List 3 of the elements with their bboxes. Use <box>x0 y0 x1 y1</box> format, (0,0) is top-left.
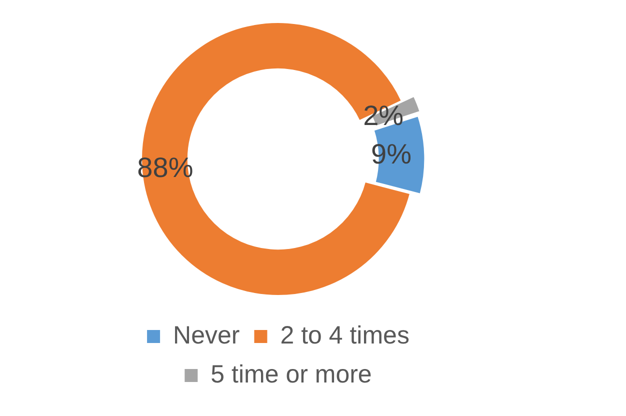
legend-label: 5 time or more <box>210 360 372 388</box>
legend-label: 2 to 4 times <box>280 321 410 350</box>
legend-label: Never <box>173 321 240 350</box>
